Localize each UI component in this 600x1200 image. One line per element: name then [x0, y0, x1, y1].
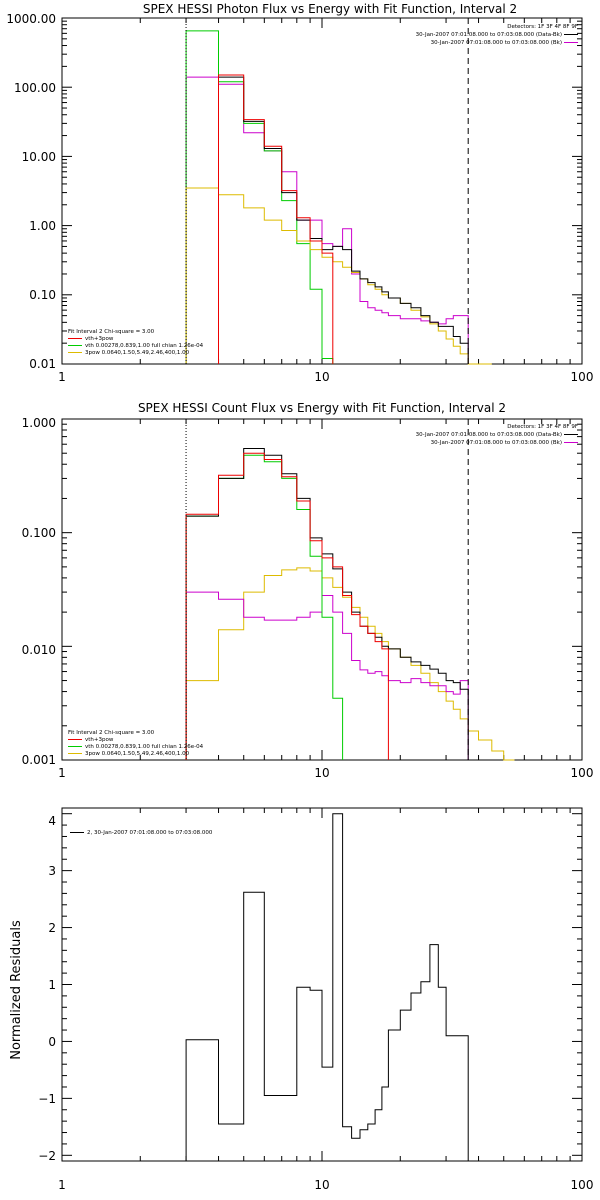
residuals-panel: Normalized Residuals 1 10 100 −2 −1 0 1 …: [9, 807, 593, 1192]
x-tick-label: 10: [314, 370, 329, 384]
legend-header: Fit Interval 2 Chi-square = 3.00: [68, 329, 155, 335]
legend-bottom-left: Fit Interval 2 Chi-square = 3.00 vth+3po…: [68, 329, 204, 356]
y-tick-label: −1: [38, 1092, 56, 1106]
photon-flux-panel: SPEX HESSI Photon Flux vs Energy with Fi…: [6, 2, 593, 384]
y-tick-label: 0: [48, 1035, 56, 1049]
legend-top-right: Detectors: 1F 3F 4F 8F 9F 30-Jan-2007 07…: [416, 424, 578, 446]
legend-entry-text: vth+3pow: [85, 737, 114, 743]
series-line: [185, 76, 469, 364]
x-tick-labels: 1 10 100: [58, 766, 593, 780]
y-tick-label: 1: [48, 978, 56, 992]
x-tick-label: 100: [571, 370, 594, 384]
legend-header: Detectors: 1F 3F 4F 8F 9F: [507, 24, 578, 30]
y-tick-label: −2: [38, 1149, 56, 1163]
series-line: [218, 74, 334, 364]
chart-title: SPEX HESSI Count Flux vs Energy with Fit…: [138, 401, 506, 415]
legend-entry-text: vth 0.00278,0.839,1.00 full chian 1.26e-…: [85, 343, 204, 349]
x-tick-label: 10: [314, 1178, 329, 1192]
chart-title: SPEX HESSI Photon Flux vs Energy with Fi…: [143, 2, 517, 16]
x-tick-label: 100: [571, 766, 594, 780]
axis-ticks: [62, 419, 582, 760]
y-tick-labels: −2 −1 0 1 2 3 4: [38, 814, 56, 1163]
count-flux-panel: SPEX HESSI Count Flux vs Energy with Fit…: [22, 401, 594, 780]
x-tick-label: 10: [314, 766, 329, 780]
x-tick-label: 1: [58, 370, 66, 384]
legend-header: Fit Interval 2 Chi-square = 3.00: [68, 730, 155, 736]
axis-ticks: [62, 18, 582, 364]
y-tick-label: 0.01: [29, 357, 56, 371]
legend-entry-text: 30-Jan-2007 07:01:08.000 to 07:03:08.000…: [431, 440, 562, 446]
y-tick-label: 4: [48, 814, 56, 828]
series-line: [185, 187, 492, 365]
y-tick-label: 0.001: [22, 753, 56, 767]
x-tick-label: 1: [58, 766, 66, 780]
y-axis-label: Normalized Residuals: [9, 920, 24, 1060]
y-tick-labels: 0.001 0.010 0.100 1.000: [22, 416, 56, 767]
plot-frame: [61, 807, 583, 1162]
legend-entry-text: 30-Jan-2007 07:01:08.000 to 07:03:08.000…: [416, 32, 562, 38]
x-tick-label: 1: [58, 1178, 66, 1192]
y-tick-label: 10.00: [22, 150, 56, 164]
legend-entry-text: vth+3pow: [85, 336, 114, 342]
legend-header: Detectors: 1F 3F 4F 8F 9F: [507, 424, 578, 430]
legend-bottom-left: Fit Interval 2 Chi-square = 3.00 vth+3po…: [68, 730, 204, 757]
series-line: [185, 591, 469, 760]
y-tick-label: 0.100: [22, 526, 56, 540]
y-tick-label: 0.10: [29, 288, 56, 302]
y-tick-label: 1000.00: [6, 12, 56, 26]
series-line: [185, 30, 334, 364]
y-tick-label: 0.010: [22, 643, 56, 657]
legend-entry-text: vth 0.00278,0.839,1.00 full chian 1.26e-…: [85, 744, 204, 750]
y-tick-label: 100.00: [14, 81, 56, 95]
y-tick-label: 1.000: [22, 416, 56, 430]
x-tick-labels: 1 10 100: [58, 1178, 593, 1192]
x-tick-labels: 1 10 100: [58, 370, 593, 384]
series-layer: [185, 30, 492, 365]
y-tick-label: 1.00: [29, 219, 56, 233]
legend-top-right: Detectors: 1F 3F 4F 8F 9F 30-Jan-2007 07…: [416, 24, 578, 46]
series-layer: [185, 448, 515, 761]
legend-entry-text: 3pow 0.0640,1.50,5.49,2.46,400,1.00: [85, 350, 190, 356]
series-line: [185, 813, 469, 1161]
vline-layer: [185, 18, 469, 364]
vline-layer: [185, 419, 469, 760]
x-tick-label: 100: [571, 1178, 594, 1192]
legend-entry-text: 30-Jan-2007 07:01:08.000 to 07:03:08.000…: [416, 432, 562, 438]
legend-entry-text: 3pow 0.0640,1.50,5.49,2.46,400,1.00: [85, 751, 190, 757]
series-line: [185, 567, 515, 761]
axis-ticks: [62, 808, 582, 1161]
y-tick-label: 3: [48, 864, 56, 878]
series-layer: [185, 813, 469, 1161]
legend-top-left: 2, 30-Jan-2007 07:01:08.000 to 07:03:08.…: [70, 830, 213, 836]
legend-entry-text: 2, 30-Jan-2007 07:01:08.000 to 07:03:08.…: [87, 830, 213, 836]
y-tick-labels: 0.01 0.10 1.00 10.00 100.00 1000.00: [6, 12, 56, 371]
series-line: [185, 452, 389, 760]
y-tick-label: 2: [48, 921, 56, 935]
series-line: [218, 76, 469, 364]
legend-entry-text: 30-Jan-2007 07:01:08.000 to 07:03:08.000…: [431, 40, 562, 46]
series-line: [185, 448, 469, 760]
series-line: [185, 454, 344, 760]
